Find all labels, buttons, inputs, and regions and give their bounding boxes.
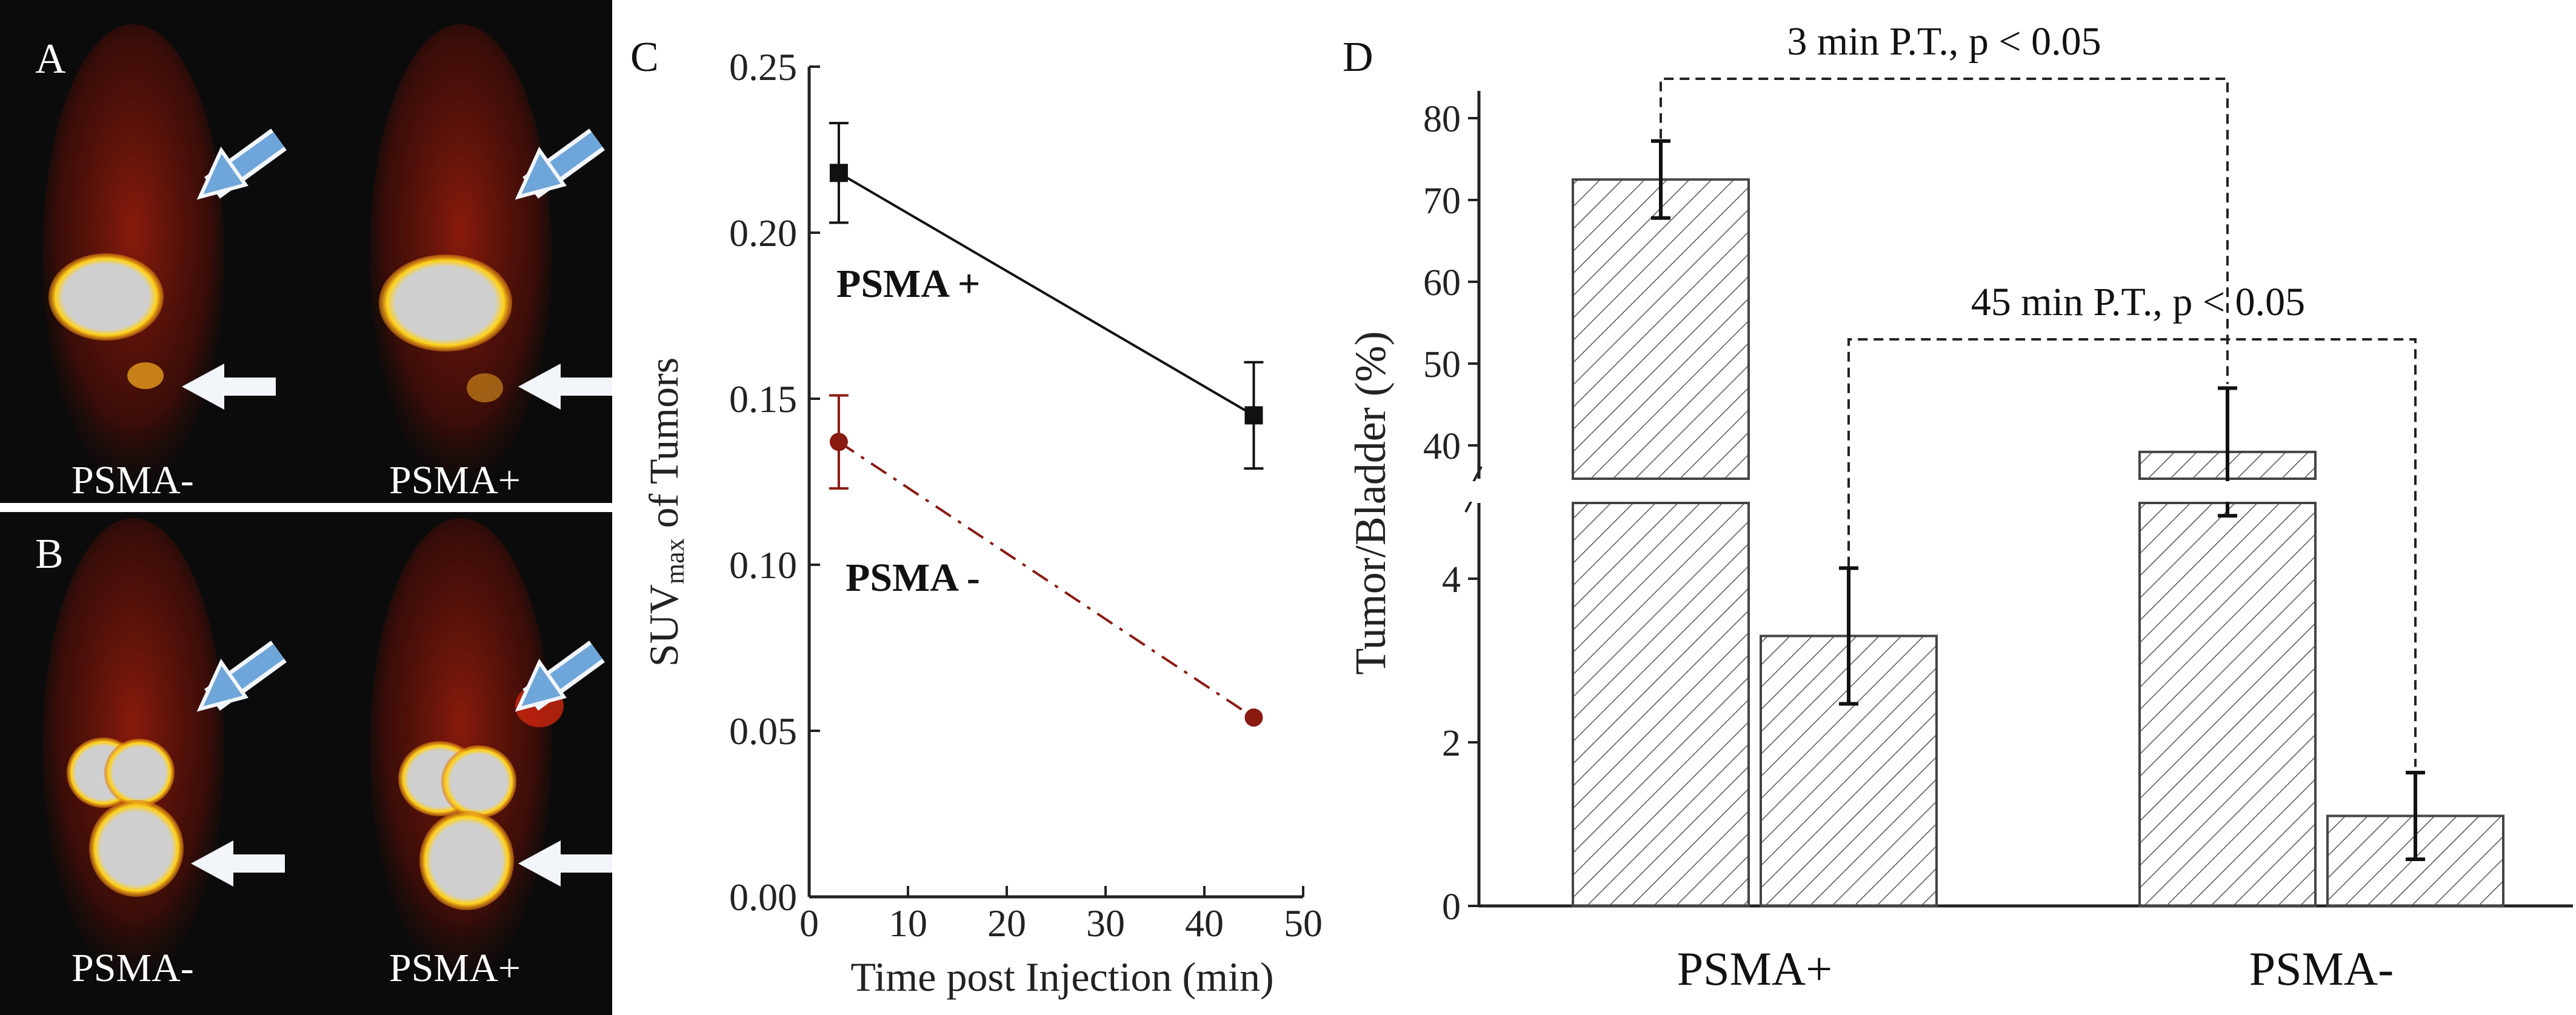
y-tick-label: 0.20: [729, 211, 797, 255]
bar-chart-d: 40 50 60 70 80 0 2 4 Tumor/Bladder (%) PSMA+ PSMA-…: [1346, 19, 2573, 995]
y-tick-label: 2: [1442, 723, 1461, 764]
bar: [1572, 178, 1750, 480]
blue-arrow-icon: [515, 641, 605, 712]
y-tick-label: 0.10: [729, 544, 797, 587]
data-point: [1244, 406, 1263, 425]
line-chart-c: 0.00 0.05 0.10 0.15 0.20 0.25 0 10 20 30 40 50 Time …: [641, 45, 1323, 1000]
mouse-body-right: [370, 24, 552, 485]
panel-a-scan: [42, 24, 612, 485]
panel-a-image: A PSMA- PSMA+: [0, 0, 612, 503]
bar: [1572, 502, 1750, 907]
significance-bracket: [1847, 338, 2417, 767]
y-tick-label: 40: [1423, 426, 1461, 467]
x-tick-label: 30: [1086, 902, 1125, 945]
y-tick-label: 0.25: [729, 45, 797, 88]
panel-b-image: B PSMA- PSMA+: [0, 512, 612, 1015]
mouse-body-left: [42, 24, 224, 485]
y-tick-label: 70: [1423, 181, 1461, 222]
kidney-left: [89, 800, 184, 897]
y-tick-label: 80: [1423, 99, 1461, 140]
white-arrow-icon: [518, 364, 612, 410]
panel-c-letter: C: [630, 34, 659, 81]
kidney-right: [419, 811, 514, 910]
series-line: [838, 441, 1255, 719]
x-tick-label: 50: [1284, 902, 1323, 945]
tumor-left: [127, 362, 164, 389]
x-tick-label: 0: [799, 902, 819, 945]
panel-b-right-label: PSMA+: [389, 946, 521, 990]
panel-a-left-label: PSMA-: [72, 458, 194, 502]
bladder-left-b: [104, 739, 175, 807]
significance-label: 45 min P.T., p < 0.05: [1971, 280, 2305, 324]
y-tick-label: 0.15: [729, 378, 797, 421]
white-arrow-icon: [182, 364, 276, 410]
y-axis-label: Tumor/Bladder (%): [1346, 331, 1395, 674]
panel-a-letter: A: [35, 36, 66, 82]
y-tick-label: 50: [1423, 344, 1461, 385]
panel-b-scan: [42, 518, 612, 979]
axis-break-gap: [1461, 481, 2573, 502]
white-arrow-icon: [191, 840, 285, 887]
series-label-psma-pos: PSMA +: [836, 262, 980, 306]
x-tick-label: 10: [889, 902, 927, 945]
y-tick-label: 0.05: [729, 710, 797, 753]
x-category-label: PSMA-: [2249, 942, 2394, 995]
y-axis-label: SUVmax of Tumors: [641, 358, 690, 667]
bladder-right: [379, 255, 512, 351]
bladder-right-b: [441, 745, 516, 818]
y-tick-label: 0: [1442, 887, 1461, 928]
significance-bracket: [1660, 78, 2229, 384]
blue-arrow-icon: [196, 641, 287, 712]
panel-b-letter: B: [35, 531, 64, 577]
x-axis-label: Time post Injection (min): [850, 954, 1273, 1000]
y-tick-label: 4: [1442, 559, 1461, 601]
blue-arrow-icon: [515, 128, 605, 200]
x-tick-label: 20: [987, 902, 1026, 945]
white-arrow-icon: [518, 840, 612, 887]
panel-d-letter: D: [1343, 34, 1373, 81]
bladder-left: [48, 253, 164, 341]
data-point: [829, 164, 848, 182]
y-tick-label: 60: [1423, 262, 1461, 304]
significance-label: 3 min P.T., p < 0.05: [1787, 19, 2101, 64]
bar: [2138, 502, 2317, 907]
blue-arrow-icon: [196, 128, 287, 200]
x-category-label: PSMA+: [1677, 942, 1832, 995]
x-tick-label: 40: [1185, 902, 1224, 945]
series-label-psma-neg: PSMA -: [846, 556, 980, 600]
panel-b-left-label: PSMA-: [72, 946, 194, 990]
tumor-right: [467, 373, 503, 402]
series-line: [838, 171, 1255, 417]
data-point: [1244, 708, 1263, 727]
panel-a-right-label: PSMA+: [389, 458, 521, 502]
y-tick-label: 0.00: [729, 876, 797, 919]
data-point: [829, 433, 848, 451]
